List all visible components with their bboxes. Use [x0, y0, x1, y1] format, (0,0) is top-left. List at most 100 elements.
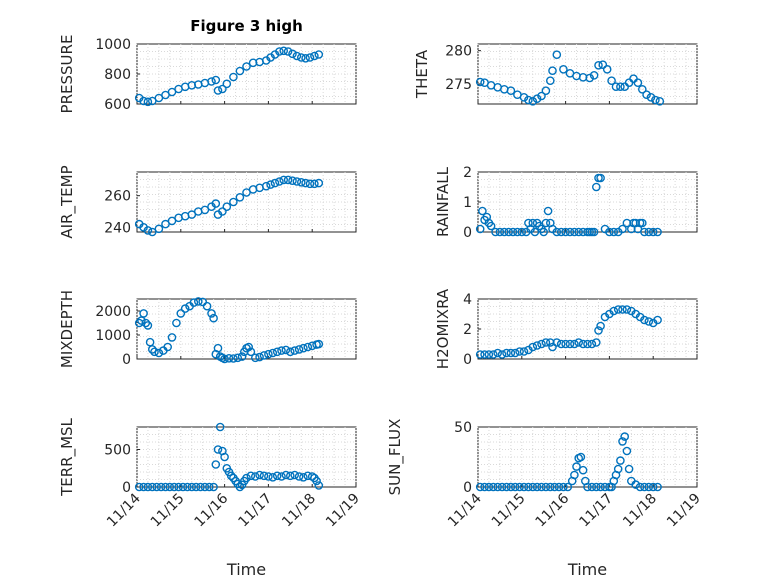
data-point — [484, 482, 494, 492]
data-point — [532, 94, 542, 103]
data-point — [250, 353, 260, 363]
x-tick-label: 11/19 — [664, 491, 704, 531]
data-point — [246, 471, 256, 481]
data-point — [546, 338, 555, 347]
data-point — [224, 353, 234, 363]
data-point — [147, 227, 157, 237]
data-point — [589, 71, 599, 80]
terr-msl-panel: 0 500 11/14 11/15 11/16 11/17 11/18 11/19 TERR_M… — [58, 417, 363, 579]
data-point — [541, 86, 551, 95]
data-point — [475, 224, 485, 234]
data-point — [618, 224, 627, 234]
data-point — [270, 178, 280, 188]
data-point — [546, 76, 555, 85]
y-axis-label: RAINFALL — [434, 166, 452, 237]
y-tick-label: 600 — [104, 97, 131, 113]
data-point — [139, 96, 148, 106]
data-point — [602, 65, 612, 74]
data-point — [552, 227, 562, 237]
data-point — [594, 61, 603, 70]
data-point — [147, 345, 157, 354]
y-tick-label: 0 — [463, 225, 472, 241]
data-point — [655, 97, 665, 106]
data-point — [266, 180, 275, 189]
data-point — [528, 97, 538, 106]
data-point — [237, 352, 247, 361]
data-point — [537, 482, 546, 492]
data-point — [624, 464, 634, 474]
data-point — [493, 482, 503, 492]
data-series — [134, 46, 324, 107]
data-point — [532, 482, 542, 492]
data-point — [517, 227, 527, 237]
data-point — [640, 482, 649, 492]
data-point — [552, 338, 562, 347]
data-point — [638, 218, 647, 228]
y-axis-label: THETA — [413, 49, 431, 99]
y-tick-label: 280 — [445, 44, 472, 60]
data-point — [478, 206, 487, 216]
data-point — [578, 465, 588, 475]
data-point — [648, 227, 658, 237]
data-point — [609, 306, 619, 316]
y-axis-label: PRESSURE — [58, 35, 76, 114]
data-point — [651, 95, 660, 105]
data-point — [559, 65, 568, 74]
data-point — [196, 482, 205, 492]
data-series — [475, 173, 662, 237]
data-point — [644, 482, 654, 492]
data-point — [167, 216, 177, 226]
data-point — [622, 305, 632, 314]
x-tick-label: 11/15 — [489, 491, 529, 531]
data-point — [209, 313, 218, 323]
y-tick-label: 0 — [122, 480, 131, 496]
data-point — [618, 305, 627, 314]
data-point — [288, 176, 297, 185]
data-point — [218, 84, 227, 94]
data-point — [515, 482, 524, 492]
data-point — [565, 227, 575, 237]
data-point — [528, 482, 538, 492]
x-tick-label: 11/16 — [533, 490, 573, 530]
data-point — [644, 227, 654, 237]
data-point — [303, 342, 313, 352]
data-point — [609, 227, 619, 237]
data-point — [213, 86, 223, 95]
data-point — [209, 482, 218, 492]
data-point — [200, 205, 210, 215]
data-point — [154, 348, 164, 358]
x-axis-label: Time — [567, 560, 607, 579]
y-tick-label: 1000 — [95, 37, 131, 53]
y-tick-label: 1 — [463, 195, 472, 211]
data-point — [546, 482, 555, 492]
y-tick-label: 275 — [445, 77, 472, 93]
data-series — [134, 175, 324, 237]
data-point — [493, 348, 503, 358]
data-point — [147, 482, 157, 492]
data-point — [537, 91, 546, 101]
theta-panel: 275 280 THETA — [413, 43, 698, 106]
data-point — [613, 305, 623, 314]
data-point — [480, 350, 489, 359]
data-point — [246, 347, 256, 357]
x-tick-label: 11/14 — [104, 490, 144, 530]
data-point — [592, 182, 601, 192]
data-point — [279, 46, 289, 56]
data-point — [156, 482, 166, 492]
x-tick-label: 11/18 — [279, 491, 319, 531]
data-point — [314, 50, 324, 59]
data-series — [134, 297, 324, 364]
data-point — [502, 348, 511, 358]
data-point — [312, 476, 321, 486]
data-point — [592, 482, 601, 492]
data-point — [299, 472, 308, 482]
data-point — [222, 202, 232, 211]
data-point — [510, 348, 520, 358]
data-point — [488, 482, 498, 492]
data-point — [261, 181, 271, 191]
sun-flux-panel: 0 50 11/14 11/15 11/16 11/17 11/18 11/19 SUN_FLU… — [386, 419, 704, 579]
data-point — [576, 452, 586, 462]
data-point — [561, 227, 570, 237]
data-point — [259, 351, 269, 360]
